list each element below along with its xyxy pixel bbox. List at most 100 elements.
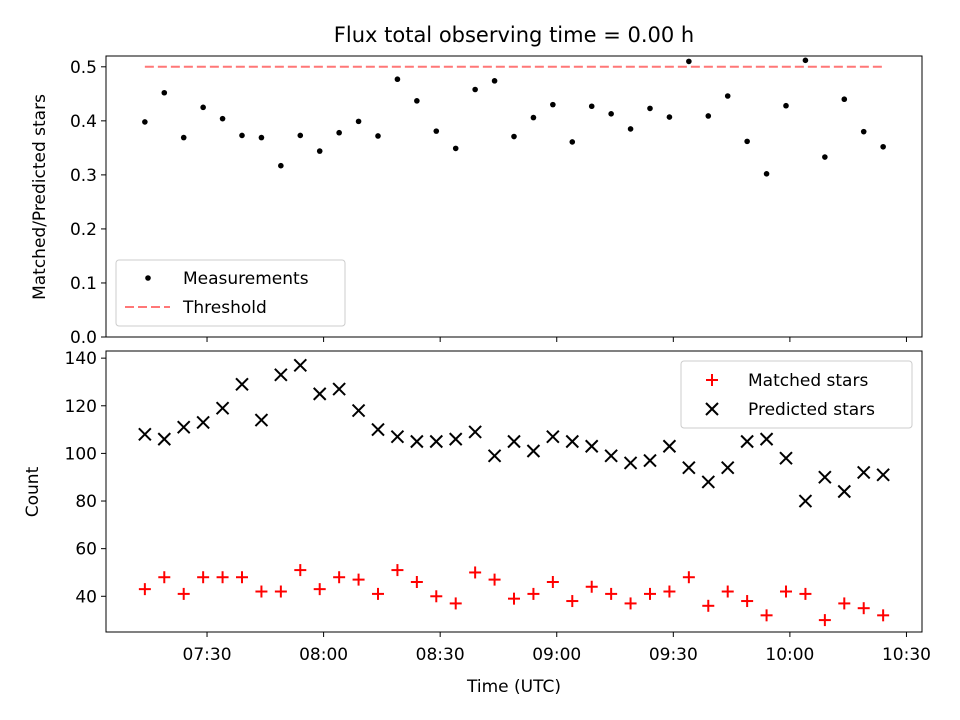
measurement-point: [783, 102, 789, 109]
x-tick-label: 09:00: [532, 645, 581, 665]
predicted-star-point: [371, 422, 385, 437]
predicted-star-point: [138, 427, 152, 442]
bottom-legend: Matched stars Predicted stars: [680, 360, 913, 429]
x-tick-label: 07:30: [183, 645, 232, 665]
matched-star-point: [410, 575, 423, 588]
top-y-axis-label: Matched/Predicted stars: [30, 94, 50, 300]
matched-star-point: [488, 573, 501, 586]
top-x-ticks: [206, 337, 907, 342]
predicted-star-point: [876, 468, 890, 482]
measurement-point: [550, 101, 556, 108]
top-y-ticks: 0.0 0.1 0.2 0.3 0.4 0.5: [70, 58, 106, 348]
matched-stars-points: [138, 564, 890, 627]
matched-star-point: [158, 571, 171, 584]
measurement-point: [822, 154, 828, 160]
measurement-point: [530, 114, 537, 121]
bottom-y-tick-label: 140: [65, 349, 97, 369]
x-tick-label: 10:00: [765, 645, 814, 665]
top-y-tick-label: 0.0: [70, 328, 97, 348]
predicted-star-point: [157, 432, 171, 446]
matched-star-point: [818, 614, 831, 627]
matched-star-point: [527, 587, 540, 600]
measurement-point: [414, 98, 420, 104]
measurement-point: [472, 86, 478, 93]
legend-threshold-label: Threshold: [182, 298, 267, 318]
matched-star-point: [644, 587, 656, 600]
legend-predicted-marker: [705, 402, 719, 416]
matched-star-point: [741, 595, 754, 608]
bottom-y-tick-label: 100: [65, 444, 97, 464]
measurement-point: [239, 132, 245, 139]
measurement-point: [394, 76, 401, 83]
matched-star-point: [566, 595, 579, 608]
bottom-legend-box: [680, 360, 913, 429]
measurement-point: [200, 104, 206, 111]
measurement-point: [316, 148, 323, 154]
matched-star-point: [760, 609, 773, 622]
predicted-star-point: [837, 484, 851, 499]
predicted-star-point: [721, 460, 735, 475]
matched-star-point: [177, 587, 190, 600]
predicted-star-point: [177, 420, 191, 434]
measurement-point: [433, 128, 440, 134]
matched-star-point: [236, 571, 248, 584]
measurement-point: [744, 138, 750, 145]
measurement-point: [569, 139, 576, 145]
x-tick-label: 08:00: [299, 645, 348, 665]
legend-matched-marker: [706, 374, 718, 386]
predicted-star-point: [740, 434, 754, 449]
measurement-point: [258, 134, 265, 141]
matched-star-point: [682, 571, 695, 584]
matched-star-point: [138, 583, 151, 596]
predicted-star-point: [410, 434, 424, 449]
top-legend-box: [115, 259, 346, 327]
matched-star-point: [857, 602, 870, 615]
legend-measurements-marker: [145, 275, 151, 281]
predicted-star-point: [196, 415, 210, 430]
measurement-point: [647, 105, 653, 112]
measurement-point: [860, 128, 867, 135]
matched-star-point: [333, 571, 346, 584]
measurement-point: [627, 126, 634, 132]
measurement-points: [142, 57, 886, 177]
bottom-y-tick-label: 120: [65, 397, 97, 417]
measurement-point: [763, 171, 770, 177]
measurement-point: [142, 119, 148, 125]
top-y-tick-label: 0.4: [70, 112, 97, 132]
top-y-tick-label: 0.3: [70, 166, 97, 186]
predicted-star-point: [526, 444, 541, 458]
matched-star-point: [799, 587, 812, 600]
predicted-star-point: [449, 432, 463, 446]
matched-star-point: [585, 580, 598, 593]
matched-star-point: [216, 571, 229, 584]
matched-star-point: [877, 609, 890, 622]
matched-star-point: [780, 585, 792, 598]
predicted-star-point: [215, 401, 230, 415]
matched-star-point: [702, 599, 715, 612]
predicted-stars-points: [138, 358, 890, 508]
matched-star-point: [721, 585, 734, 598]
measurement-point: [588, 103, 595, 110]
predicted-star-point: [274, 368, 288, 382]
measurement-point: [705, 113, 712, 119]
matched-star-point: [391, 564, 404, 577]
bottom-panel: Count Time (UTC) 40 60 80 100 120 140 07:30 08…: [23, 349, 931, 697]
predicted-star-point: [390, 430, 405, 444]
bottom-y-ticks: 40 60 80 100 120 140: [65, 349, 106, 607]
predicted-star-point: [662, 439, 677, 453]
measurement-point: [880, 143, 886, 150]
measurement-point: [686, 58, 692, 65]
bottom-y-axis-label: Count: [23, 466, 43, 517]
measurement-point: [180, 134, 187, 141]
measurement-point: [452, 145, 459, 152]
predicted-star-point: [351, 403, 366, 418]
measurement-point: [841, 96, 848, 103]
matched-star-point: [197, 571, 210, 584]
bottom-y-tick-label: 80: [75, 492, 97, 512]
predicted-star-point: [293, 358, 307, 372]
matched-star-point: [605, 587, 618, 600]
legend-matched-label: Matched stars: [748, 371, 868, 391]
top-y-tick-label: 0.1: [70, 274, 97, 294]
x-tick-label: 08:30: [416, 645, 465, 665]
